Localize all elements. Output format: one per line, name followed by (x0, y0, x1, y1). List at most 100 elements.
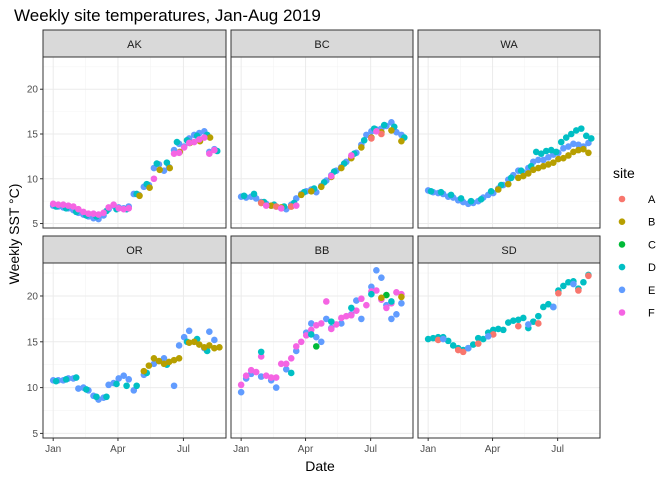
data-point-d (429, 334, 437, 342)
data-point-e (550, 303, 557, 311)
data-point-d (328, 318, 335, 325)
data-point-a (454, 346, 462, 354)
data-point-b (545, 161, 552, 168)
data-point-a (474, 340, 482, 347)
data-point-f (211, 146, 218, 154)
data-point-b (525, 170, 532, 177)
data-point-e (535, 156, 542, 164)
data-point-d (567, 130, 575, 138)
data-point-b (565, 152, 572, 159)
data-point-b (145, 362, 153, 369)
data-point-d (504, 319, 512, 326)
data-point-e (307, 320, 315, 327)
data-point-e (393, 311, 400, 318)
legend-label: B (648, 217, 655, 229)
x-tick-label: Jul (551, 444, 564, 455)
data-point-a (575, 287, 582, 294)
data-point-f (328, 172, 335, 180)
data-point-d (457, 195, 465, 202)
data-point-e (272, 384, 280, 391)
data-point-a (489, 331, 497, 338)
y-tick-label: 5 (32, 429, 38, 440)
data-point-a (368, 135, 375, 142)
data-point-f (287, 354, 295, 362)
data-point-b (216, 343, 223, 351)
legend-label: F (648, 308, 655, 320)
data-point-d (388, 298, 395, 305)
data-point-d (52, 377, 60, 385)
data-point-d (469, 341, 477, 348)
data-point-b (165, 358, 173, 366)
data-point-f (115, 205, 122, 212)
panel-border (417, 56, 601, 229)
data-point-f (200, 134, 208, 141)
data-point-e (373, 267, 380, 274)
data-point-d (557, 138, 565, 146)
x-axis-title: Date (305, 458, 335, 474)
data-point-b (190, 338, 198, 346)
data-point-e (363, 131, 370, 139)
legend-item-a: A (618, 194, 656, 206)
data-point-f (242, 372, 250, 380)
data-point-b (166, 164, 174, 172)
legend-item-c: C (618, 239, 656, 251)
x-tick-label: Jan (233, 444, 249, 455)
data-point-e (388, 315, 395, 323)
data-point-e (560, 145, 567, 152)
legend-label: C (648, 239, 656, 251)
facet-strip (42, 29, 227, 58)
data-point-e (282, 365, 290, 373)
data-point-f (302, 332, 310, 339)
data-point-e (312, 333, 320, 341)
data-point-f (206, 150, 213, 157)
data-point-d (307, 331, 315, 338)
facet-strip-label: OR (126, 245, 143, 257)
data-point-d (560, 282, 567, 290)
x-tick-label: Jul (177, 444, 190, 455)
data-point-d (582, 132, 590, 140)
legend-item-f: F (618, 308, 655, 320)
x-tick-label: Jan (45, 444, 61, 455)
data-point-f (383, 304, 390, 312)
data-point-d (587, 135, 595, 142)
data-point-f (292, 202, 300, 209)
data-point-f (105, 204, 112, 211)
x-tick-label: Apr (298, 444, 314, 455)
data-point-a (555, 289, 562, 297)
data-point-b (540, 162, 547, 170)
data-point-b (515, 174, 522, 182)
facet-strip-label: BC (314, 39, 329, 51)
panel-border (417, 262, 601, 439)
legend-key (618, 263, 626, 271)
data-point-e (484, 333, 492, 340)
data-point-f (312, 322, 320, 329)
data-point-e (75, 385, 82, 392)
data-point-f (185, 139, 193, 147)
legend-key (618, 309, 626, 316)
data-point-f (195, 136, 203, 143)
data-point-b (175, 354, 183, 362)
data-point-f (90, 210, 97, 217)
data-point-f (292, 343, 300, 350)
data-point-a (272, 203, 280, 210)
data-point-e (115, 375, 122, 382)
data-point-b (570, 148, 577, 156)
data-point-d (535, 312, 542, 320)
data-point-b (530, 166, 537, 174)
data-point-e (570, 280, 577, 288)
facet-strip (417, 29, 601, 58)
data-point-f (170, 150, 178, 157)
facet-panel-or: OR 5 10 15 20 Jan Apr Jul (27, 235, 227, 455)
panel-border (42, 262, 227, 439)
data-point-b (520, 172, 527, 180)
data-point-f (348, 311, 355, 319)
data-point-d (562, 134, 570, 141)
legend-key (618, 195, 626, 203)
data-point-d (577, 125, 585, 132)
data-point-b (195, 341, 203, 348)
legend-key (618, 218, 626, 225)
data-point-d (532, 148, 540, 156)
legend-title: site (613, 165, 635, 181)
data-point-d (93, 393, 100, 401)
y-tick-label: 15 (27, 337, 39, 348)
